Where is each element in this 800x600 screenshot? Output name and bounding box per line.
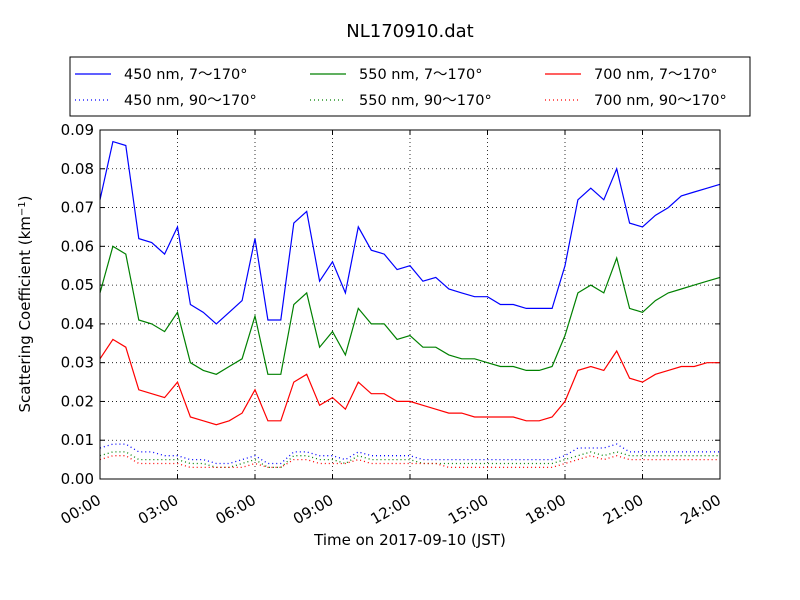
legend: 450 nm, 7～170° 550 nm, 7～170° 700 nm, 7～17… <box>69 56 751 117</box>
y-tick-label: 0.00 <box>61 470 94 488</box>
y-axis-label: Scattering Coefficient (km−1) <box>16 195 34 412</box>
series-line-2 <box>99 245 721 375</box>
y-tick-label: 0.05 <box>61 276 94 294</box>
y-tick-label: 0.07 <box>61 199 94 217</box>
plot-frame <box>99 129 721 480</box>
legend-label: 450 nm, 7～170° <box>124 67 247 83</box>
y-axis-label-close: ) <box>16 195 34 201</box>
y-tick-label: 0.03 <box>61 354 94 372</box>
chart-title: NL170910.dat <box>346 21 473 42</box>
plot-area <box>99 140 721 469</box>
y-axis-label-main: Scattering Coefficient (km <box>16 216 34 412</box>
series-line-1 <box>99 140 721 325</box>
y-tick-label: 0.09 <box>61 121 94 139</box>
y-tick-label: 0.08 <box>61 160 94 178</box>
y-tick-label: 0.06 <box>61 237 94 255</box>
x-axis-label: Time on 2017-09-10 (JST) <box>313 531 506 549</box>
legend-box <box>69 56 751 117</box>
series-line-4 <box>99 443 720 465</box>
legend-label: 550 nm, 90～170° <box>359 93 492 109</box>
legend-label: 450 nm, 90～170° <box>124 93 257 109</box>
y-tick-label: 0.02 <box>61 392 94 410</box>
y-tick-label: 0.01 <box>61 431 94 449</box>
legend-label: 700 nm, 90～170° <box>594 93 727 109</box>
y-axis-label-sup: −1 <box>17 201 28 216</box>
series-line-6 <box>99 455 720 469</box>
series-line-3 <box>99 338 720 426</box>
y-tick-label: 0.04 <box>61 315 94 333</box>
legend-label: 700 nm, 7～170° <box>594 67 717 83</box>
legend-label: 550 nm, 7～170° <box>359 67 482 83</box>
